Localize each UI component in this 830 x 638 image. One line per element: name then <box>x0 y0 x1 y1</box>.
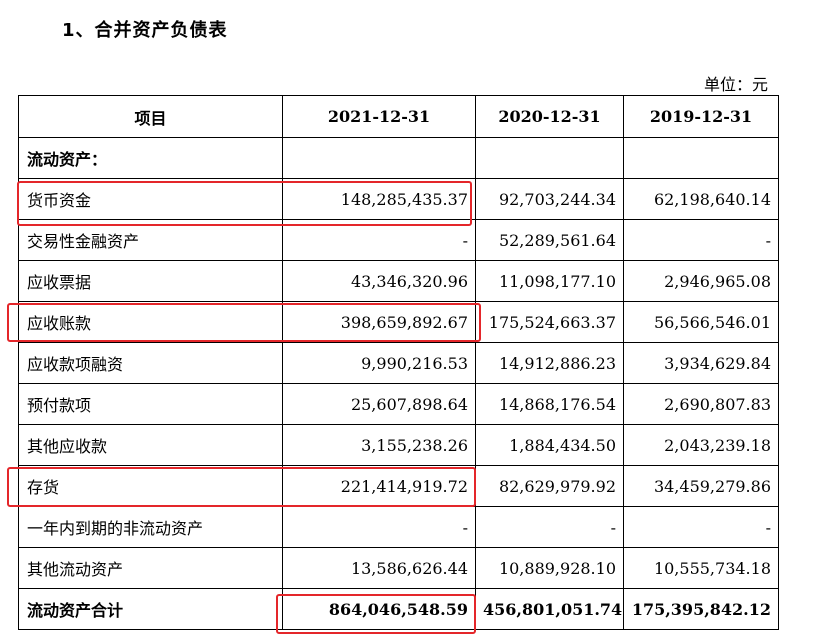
cell-2021 <box>282 137 476 179</box>
cell-2019: 2,690,807.83 <box>623 383 779 425</box>
cell-2020: 10,889,928.10 <box>475 547 624 589</box>
cell-2021: - <box>282 506 476 548</box>
cell-2021: 398,659,892.67 <box>282 301 476 343</box>
cell-2019: - <box>623 219 779 261</box>
cell-2021: 3,155,238.26 <box>282 424 476 466</box>
cell-2021: - <box>282 219 476 261</box>
table-row: 一年内到期的非流动资产 - - - <box>18 506 779 548</box>
row-label: 交易性金融资产 <box>18 219 283 261</box>
table-row: 预付款项 25,607,898.64 14,868,176.54 2,690,8… <box>18 383 779 425</box>
table-row-total: 流动资产合计 864,046,548.59 456,801,051.74 175… <box>18 588 779 630</box>
table-row: 流动资产： <box>18 137 779 179</box>
balance-sheet-table: 项目 2021-12-31 2020-12-31 2019-12-31 流动资产… <box>18 95 779 630</box>
table-header-row: 项目 2021-12-31 2020-12-31 2019-12-31 <box>18 95 779 138</box>
unit-label: 单位：元 <box>703 75 768 94</box>
cell-2020: 52,289,561.64 <box>475 219 624 261</box>
row-label: 其他应收款 <box>18 424 283 466</box>
cell-2020: 11,098,177.10 <box>475 260 624 302</box>
table-row: 应收账款 398,659,892.67 175,524,663.37 56,56… <box>18 301 779 343</box>
cell-2019: 10,555,734.18 <box>623 547 779 589</box>
cell-2019: 3,934,629.84 <box>623 342 779 384</box>
row-label: 预付款项 <box>18 383 283 425</box>
table-row: 应收款项融资 9,990,216.53 14,912,886.23 3,934,… <box>18 342 779 384</box>
cell-2019: - <box>623 506 779 548</box>
cell-2021: 864,046,548.59 <box>282 588 476 630</box>
table-row: 交易性金融资产 - 52,289,561.64 - <box>18 219 779 261</box>
row-label: 流动资产： <box>18 137 283 179</box>
table-row: 其他应收款 3,155,238.26 1,884,434.50 2,043,23… <box>18 424 779 466</box>
cell-2020: 175,524,663.37 <box>475 301 624 343</box>
header-2019: 2019-12-31 <box>623 95 779 138</box>
cell-2020: - <box>475 506 624 548</box>
row-label: 流动资产合计 <box>18 588 283 630</box>
cell-2019: 2,043,239.18 <box>623 424 779 466</box>
row-label: 一年内到期的非流动资产 <box>18 506 283 548</box>
cell-2020: 1,884,434.50 <box>475 424 624 466</box>
cell-2021: 13,586,626.44 <box>282 547 476 589</box>
header-2021: 2021-12-31 <box>282 95 476 138</box>
cell-2019: 2,946,965.08 <box>623 260 779 302</box>
cell-2021: 25,607,898.64 <box>282 383 476 425</box>
cell-2021: 148,285,435.37 <box>282 178 476 220</box>
cell-2020: 14,912,886.23 <box>475 342 624 384</box>
header-2020: 2020-12-31 <box>475 95 624 138</box>
table-row: 应收票据 43,346,320.96 11,098,177.10 2,946,9… <box>18 260 779 302</box>
cell-2020 <box>475 137 624 179</box>
row-label: 其他流动资产 <box>18 547 283 589</box>
row-label: 货币资金 <box>18 178 283 220</box>
cell-2019: 34,459,279.86 <box>623 465 779 507</box>
row-label: 应收款项融资 <box>18 342 283 384</box>
cell-2020: 92,703,244.34 <box>475 178 624 220</box>
table-row: 存货 221,414,919.72 82,629,979.92 34,459,2… <box>18 465 779 507</box>
cell-2020: 14,868,176.54 <box>475 383 624 425</box>
cell-2019: 175,395,842.12 <box>623 588 779 630</box>
row-label: 存货 <box>18 465 283 507</box>
cell-2019: 62,198,640.14 <box>623 178 779 220</box>
page-title: 1、合并资产负债表 <box>62 20 228 41</box>
cell-2019 <box>623 137 779 179</box>
cell-2021: 221,414,919.72 <box>282 465 476 507</box>
table-row: 其他流动资产 13,586,626.44 10,889,928.10 10,55… <box>18 547 779 589</box>
header-item: 项目 <box>18 95 283 138</box>
row-label: 应收票据 <box>18 260 283 302</box>
table-row: 货币资金 148,285,435.37 92,703,244.34 62,198… <box>18 178 779 220</box>
cell-2021: 9,990,216.53 <box>282 342 476 384</box>
cell-2020: 456,801,051.74 <box>475 588 624 630</box>
row-label: 应收账款 <box>18 301 283 343</box>
cell-2019: 56,566,546.01 <box>623 301 779 343</box>
cell-2020: 82,629,979.92 <box>475 465 624 507</box>
cell-2021: 43,346,320.96 <box>282 260 476 302</box>
